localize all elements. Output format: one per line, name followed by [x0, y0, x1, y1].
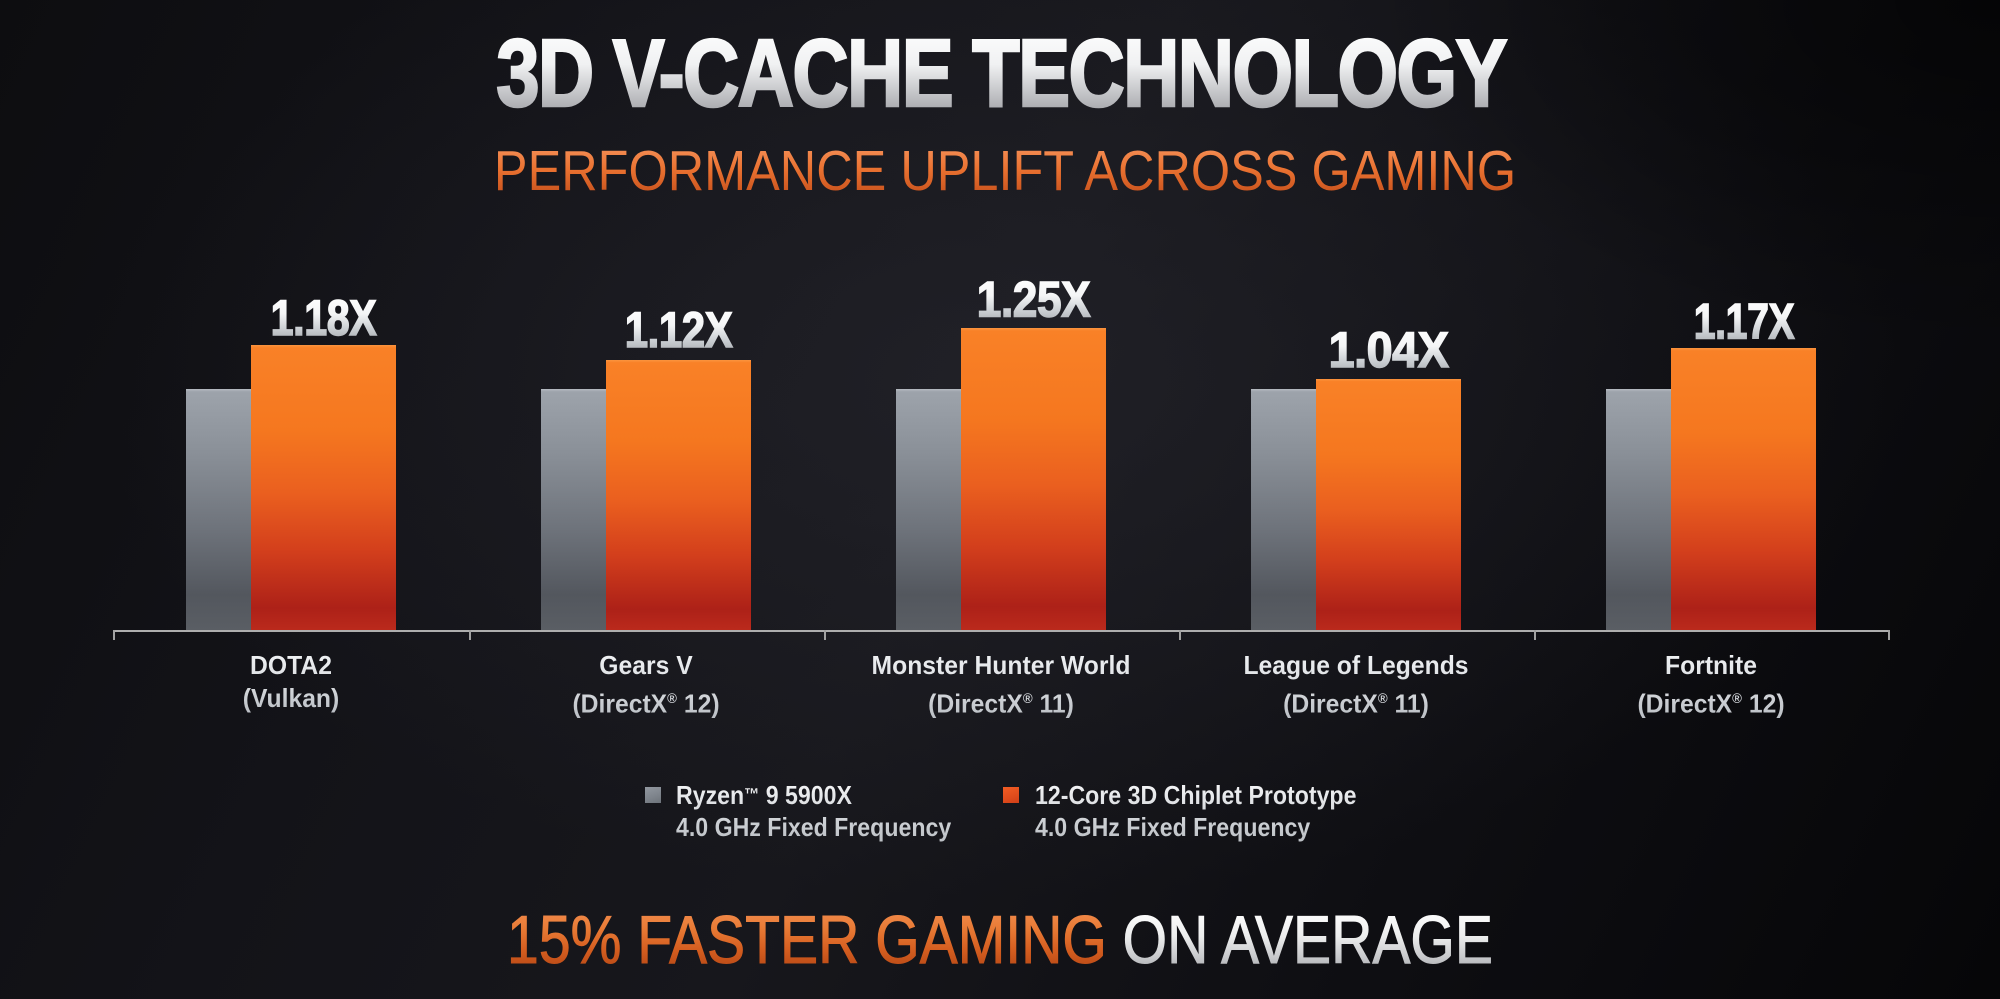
svg-text:15% FASTER GAMING ON AVERAGE: 15% FASTER GAMING ON AVERAGE	[507, 902, 1493, 978]
svg-text:1.04X: 1.04X	[1329, 323, 1449, 379]
svg-text:1.12X: 1.12X	[625, 302, 733, 358]
svg-text:3D V-CACHE TECHNOLOGY: 3D V-CACHE TECHNOLOGY	[496, 19, 1506, 127]
svg-text:1.25X: 1.25X	[977, 272, 1091, 328]
svg-text:1.17X: 1.17X	[1694, 293, 1795, 350]
svg-text:1.18X: 1.18X	[271, 290, 378, 346]
